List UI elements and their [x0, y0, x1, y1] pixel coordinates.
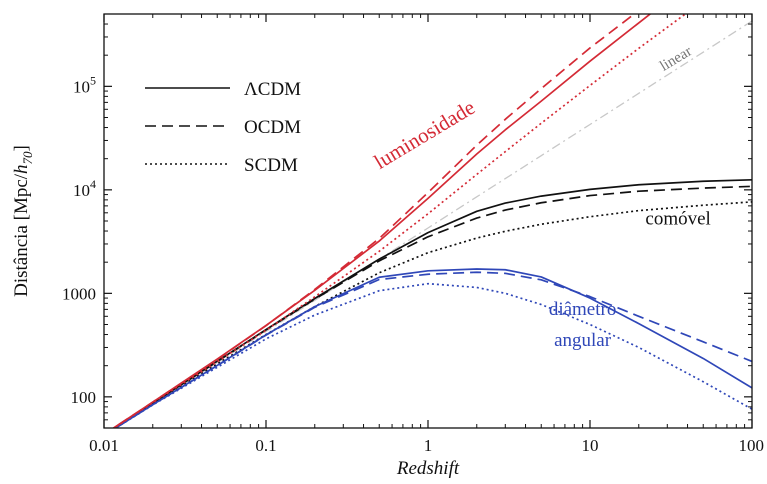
series-luminosity-dashed-line — [112, 14, 636, 428]
annotation-label: diâmetro — [549, 299, 617, 320]
x-tick-label: 100 — [739, 436, 765, 455]
x-tick-label: 0.01 — [89, 436, 119, 455]
y-tick-label: 100 — [71, 388, 97, 407]
y-tick-label: 104 — [73, 177, 96, 200]
annotation-label: angular — [554, 330, 612, 351]
x-tick-label: 10 — [582, 436, 599, 455]
series-linear-dashdot-line — [113, 20, 752, 428]
x-axis-title: Redshift — [396, 458, 460, 479]
axis-ticks: 0.01 0.1 1 10 100 100 1000 104 105 — [62, 13, 765, 455]
y-tick-label: 105 — [73, 73, 96, 96]
legend-label: OCDM — [244, 117, 301, 138]
series-angular-dashed-line — [114, 271, 752, 428]
y-tick-label: 1000 — [62, 284, 96, 303]
legend-label: ΛCDM — [244, 79, 301, 100]
x-tick-label: 1 — [424, 436, 433, 455]
legend: ΛCDM OCDM SCDM — [145, 79, 301, 176]
legend-label: SCDM — [244, 155, 298, 176]
plot-background — [104, 14, 752, 428]
series-luminosity-dotted-line — [112, 14, 687, 428]
plot-frame — [103, 13, 753, 429]
series-layer — [111, 14, 752, 428]
annotation-label: comóvel — [645, 209, 710, 230]
series-comoving-dashed-line — [112, 185, 752, 428]
y-axis-title: Distância [Mpc/h70] — [11, 145, 35, 297]
x-tick-label: 0.1 — [255, 436, 276, 455]
series-angular-dotted-line — [114, 282, 752, 428]
